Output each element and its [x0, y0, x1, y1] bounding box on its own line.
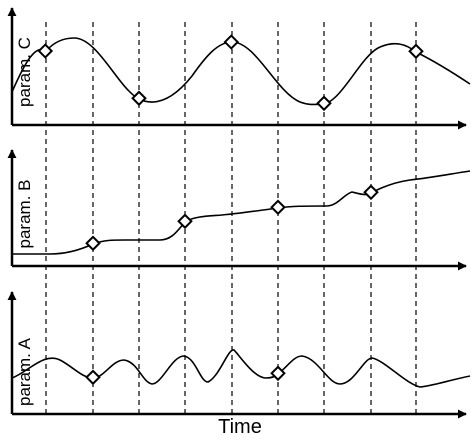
diamond-marker: [85, 235, 101, 252]
panel-c-curve: [11, 37, 471, 106]
panel-b-curve: [12, 170, 471, 255]
diamond-marker: [37, 43, 54, 59]
diamond-marker: [270, 199, 286, 216]
diamond-marker: [316, 95, 332, 112]
diamond-marker: [131, 90, 147, 107]
diamond-marker: [408, 43, 424, 60]
diamond-marker: [177, 213, 193, 230]
panel-c-y-label: param. C: [15, 37, 34, 107]
panel-b-y-label: param. B: [15, 180, 34, 249]
diamond-marker: [85, 369, 101, 386]
panel-a-curve: [11, 349, 471, 388]
panel-param-c: param. C: [7, 7, 471, 130]
diamond-marker: [363, 184, 379, 201]
panel-param-b: param. B: [7, 149, 471, 271]
diamond-marker: [270, 365, 286, 382]
x-axis-label: Time: [218, 416, 262, 438]
guide-lines: [45, 22, 417, 414]
diamond-marker: [223, 34, 240, 50]
panel-param-a: param. A: [7, 291, 471, 419]
